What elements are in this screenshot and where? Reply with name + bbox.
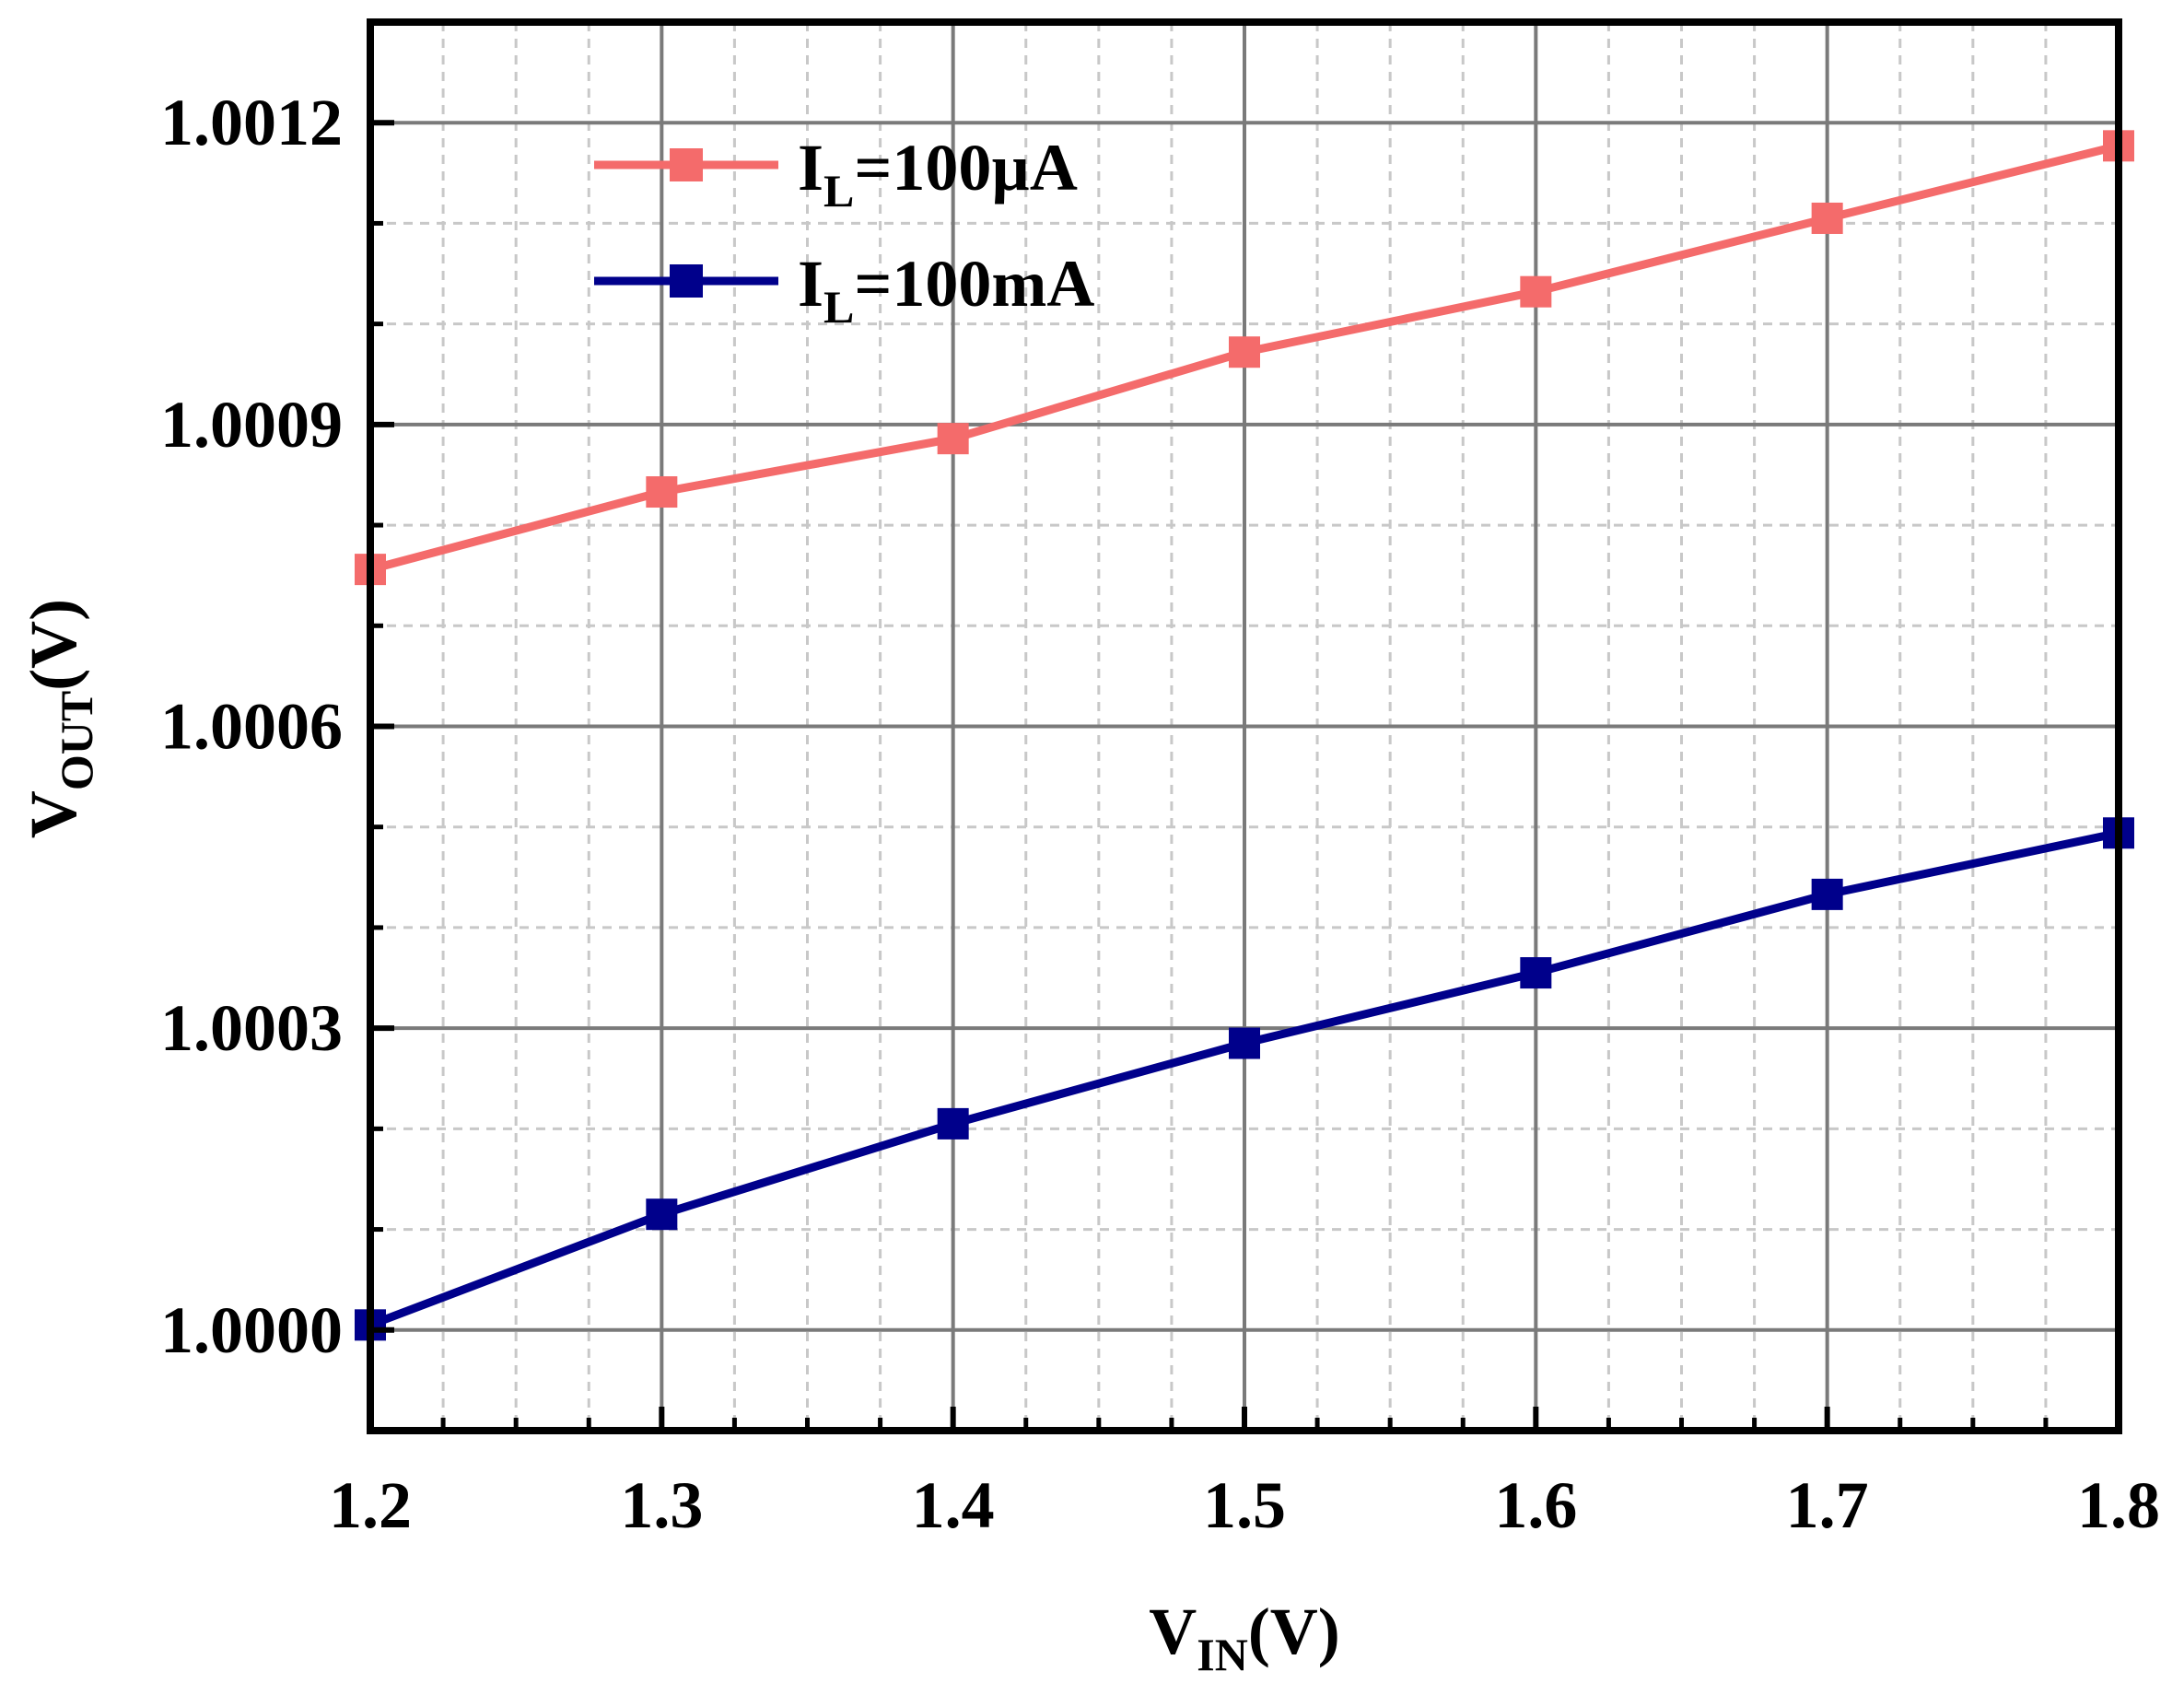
x-tick-label: 1.8 [2077,1468,2160,1542]
y-axis-title-unit: (V) [17,599,90,691]
series-1-point [937,423,969,455]
x-tick-label: 1.7 [1786,1468,1869,1542]
x-axis-title-unit: (V) [1248,1595,1340,1668]
series-1-point [1229,336,1260,368]
y-tick-label: 1.0009 [160,388,343,462]
x-tick-label: 1.6 [1494,1468,1577,1542]
x-tick-label: 1.2 [329,1468,412,1542]
grid-lines [368,22,2120,1431]
series-2-point [646,1198,678,1231]
x-axis-title-sub: IN [1197,1629,1248,1680]
x-tick-label: 1.5 [1203,1468,1286,1542]
series-2-point [1811,878,1843,910]
series-1-point [1811,202,1843,234]
legend-label-series-2: IL=100mA [798,247,1094,333]
y-tick-label: 1.0003 [160,991,343,1065]
y-tick-label: 1.0012 [160,86,343,159]
axis-ticks [368,120,2121,1431]
x-axis-title: VIN(V) [1149,1595,1340,1680]
series-2-point [937,1107,969,1140]
y-tick-label: 1.0000 [160,1293,343,1367]
series-2-point [1229,1027,1260,1059]
y-tick-label: 1.0006 [160,690,343,764]
y-axis-title-main: V [17,790,90,838]
series-1-point [1520,275,1552,308]
x-tick-label: 1.3 [620,1468,703,1542]
y-axis-title-sub: OUT [51,691,102,790]
series-2-point [1520,957,1552,989]
legend-marker-series-2 [670,264,703,298]
series-layer [355,130,2134,1341]
legend-label-series-1: IL=100µA [798,131,1078,216]
series-1-point [646,476,678,508]
x-axis-title-main: V [1149,1595,1197,1668]
tick-labels: 1.2 1.3 1.4 1.5 1.6 1.7 1.8 1.0000 1.0003 1.0006 1… [160,86,2160,1542]
x-tick-label: 1.4 [912,1468,995,1542]
y-axis-title: VOUT(V) [17,599,102,838]
legend: IL=100µA IL=100mA [594,131,1094,333]
legend-marker-series-1 [670,148,703,181]
